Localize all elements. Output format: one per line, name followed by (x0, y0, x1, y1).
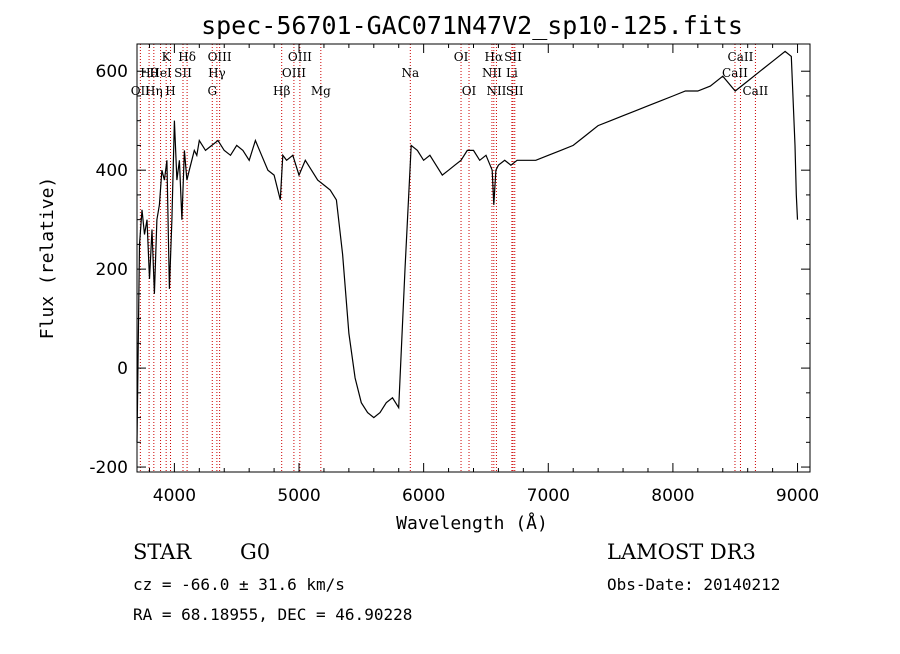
x-tick-label-0: 4000 (153, 486, 196, 506)
spectral-line-label-15: Na (401, 66, 419, 80)
spectral-line-label-13: OIII (282, 66, 306, 80)
survey-name: LAMOST DR3 (607, 540, 756, 564)
spectral-line-label-22: Li (506, 66, 518, 80)
spectral-line-label-16: OI (454, 50, 469, 64)
y-tick-label-3: 400 (96, 161, 128, 181)
spectral-line-label-25: CaII (722, 66, 748, 80)
spectral-line-label-23: SII (506, 84, 524, 98)
spectral-line-label-10: G (207, 84, 217, 98)
spectral-line-label-7: Hδ (178, 50, 196, 64)
spectral-line-label-11: Hβ (273, 84, 290, 98)
y-tick-label-0: -200 (89, 458, 128, 478)
spectral-line-label-5: SII (174, 66, 192, 80)
y-tick-label-4: 600 (96, 62, 128, 82)
spectral-line-label-6: H (165, 84, 175, 98)
coordinates-readout: RA = 68.18955, DEC = 46.90228 (133, 605, 412, 624)
spectral-line-label-9: Hγ (208, 66, 226, 80)
spectral-line-label-21: SII (504, 50, 522, 64)
spectral-line-label-4: K (162, 50, 172, 64)
spectral-line-label-0: Hθ (140, 66, 158, 80)
spectral-line-markers (139, 44, 756, 472)
x-axis: 4000 5000 6000 7000 8000 9000 (148, 44, 819, 506)
x-tick-label-5: 9000 (776, 486, 819, 506)
y-axis: -200 0 200 400 600 (89, 62, 810, 478)
spectral-line-label-17: OI (462, 84, 477, 98)
y-axis-label: Flux (relative) (37, 177, 58, 340)
x-tick-label-1: 5000 (277, 486, 320, 506)
spectral-line-label-1: OII (131, 84, 151, 98)
spectral-line-label-26: CaII (742, 84, 768, 98)
spectrum-series-line (136, 50, 799, 443)
spectral-line-label-3: HeI (149, 66, 172, 80)
redshift-readout: cz = -66.0 ± 31.6 km/s (133, 575, 345, 594)
x-tick-label-3: 7000 (527, 486, 570, 506)
object-class: STAR (133, 540, 192, 564)
y-tick-label-2: 200 (96, 260, 128, 280)
object-subclass: G0 (240, 540, 270, 564)
spectral-line-label-20: NII (486, 84, 506, 98)
spectral-line-label-2: Hη (145, 84, 163, 98)
spectral-line-label-19: NII (482, 66, 502, 80)
spectral-line-label-18: Hα (485, 50, 504, 64)
plot-frame (136, 43, 811, 473)
y-tick-label-1: 0 (117, 359, 128, 379)
spectral-line-label-14: Mg (311, 84, 331, 98)
spectral-line-label-24: CaII (728, 50, 754, 64)
observation-date: Obs-Date: 20140212 (607, 575, 780, 594)
x-axis-label: Wavelength (Å) (396, 512, 548, 534)
x-tick-label-4: 8000 (651, 486, 694, 506)
spectral-line-label-8: OIII (208, 50, 232, 64)
spectral-line-label-12: OIII (288, 50, 312, 64)
chart-title: spec-56701-GAC071N47V2_sp10-125.fits (201, 11, 743, 40)
x-tick-label-2: 6000 (402, 486, 445, 506)
